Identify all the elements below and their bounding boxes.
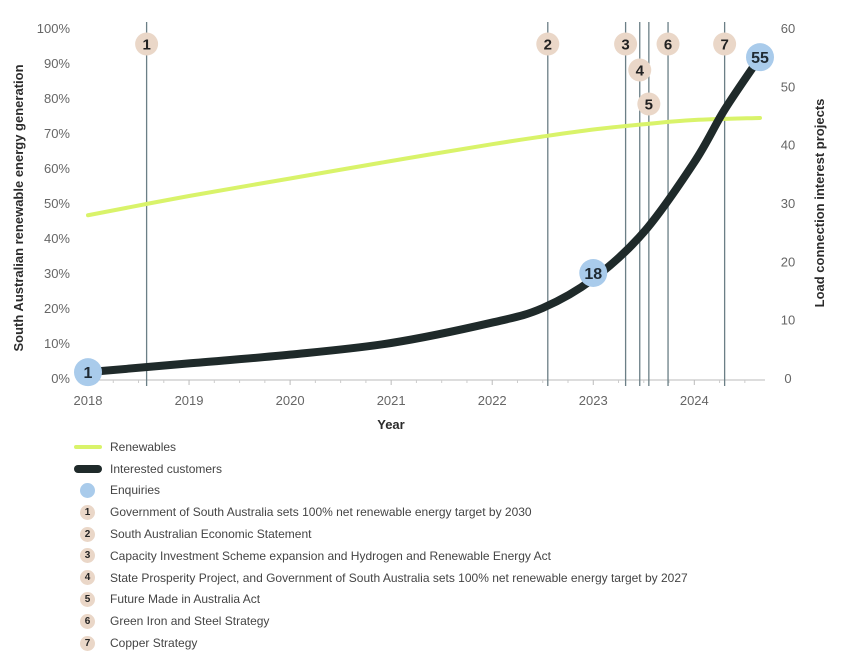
y-left-tick-label: 90% <box>44 56 70 71</box>
event-marker-label: 2 <box>544 37 552 54</box>
legend-event-text: Capacity Investment Scheme expansion and… <box>110 548 551 563</box>
markers: 1 2 345 6 7 1 18 55 <box>74 32 774 387</box>
legend-event-text: State Prosperity Project, and Government… <box>110 570 688 585</box>
event-marker-circle <box>614 32 638 56</box>
series-layer <box>84 53 764 377</box>
legend: Renewables Interested customers Enquirie… <box>74 436 814 654</box>
legend-event-number: 7 <box>80 635 95 651</box>
enquiries-swatch <box>80 482 95 498</box>
y-left-tick-label: 20% <box>44 301 70 316</box>
legend-item-event: 6 Green Iron and Steel Strategy <box>74 610 814 632</box>
event-marker-circle <box>637 92 661 116</box>
legend-event-text: Green Iron and Steel Strategy <box>110 614 270 629</box>
event-marker: 3 <box>614 32 638 56</box>
x-tick-label: 2021 <box>377 393 406 408</box>
series-line-renewables <box>86 115 762 218</box>
event-marker-label: 1 <box>142 37 150 54</box>
legend-events: 1 Government of South Australia sets 100%… <box>74 501 814 654</box>
event-marker: 7 <box>713 32 737 56</box>
x-tick-label: 2020 <box>276 393 305 408</box>
legend-item-customers: Interested customers <box>74 458 814 480</box>
legend-event-number: 5 <box>80 591 95 607</box>
y-left-tick-label: 30% <box>44 266 70 281</box>
legend-item-event: 7 Copper Strategy <box>74 632 814 654</box>
legend-event-text: South Australian Economic Statement <box>110 527 312 542</box>
legend-item-event: 4 State Prosperity Project, and Governmen… <box>74 567 814 589</box>
y-left-tick-label: 40% <box>44 231 70 246</box>
enquiry-marker: 55 <box>746 43 774 72</box>
customers-swatch <box>74 464 102 473</box>
enquiry-marker-circle <box>579 259 608 287</box>
event-marker-circle <box>135 32 159 56</box>
x-tick-label: 2022 <box>478 393 507 408</box>
legend-item-event: 5 Future Made in Australia Act <box>74 589 814 611</box>
legend-label: Interested customers <box>110 461 223 476</box>
y-axis-left-title: South Australian renewable energy genera… <box>11 64 26 351</box>
event-marker: 5 <box>637 92 661 116</box>
x-tick-label: 2024 <box>680 393 709 408</box>
legend-item-renewables: Renewables <box>74 436 814 458</box>
enquiry-marker-circle <box>74 358 102 387</box>
y-axis-right-title: Load connection interest projects <box>812 99 827 308</box>
enquiry-marker-circle <box>746 43 774 72</box>
enquiry-marker: 1 <box>74 358 102 387</box>
legend-item-event: 3 Capacity Investment Scheme expansion an… <box>74 545 814 567</box>
axes: 2018 2019 2020 2021 2022 2023 20240%10%20%30%4… <box>37 21 795 408</box>
event-marker-label: 7 <box>720 37 728 54</box>
y-left-tick-label: 60% <box>44 161 70 176</box>
legend-label: Enquiries <box>110 483 161 498</box>
event-marker-label: 5 <box>645 97 653 114</box>
legend-event-text: Copper Strategy <box>110 636 198 651</box>
event-marker-circle <box>656 32 680 56</box>
event-marker-label: 3 <box>621 37 629 54</box>
legend-item-event: 1 Government of South Australia sets 100%… <box>74 501 814 523</box>
y-left-tick-label: 10% <box>44 336 70 351</box>
legend-label: Renewables <box>110 439 177 454</box>
legend-event-number: 6 <box>80 613 95 629</box>
y-left-tick-label: 100% <box>37 21 71 36</box>
event-marker-label: 4 <box>636 63 645 80</box>
legend-event-text: Government of South Australia sets 100% … <box>110 505 532 520</box>
enquiry-marker-label: 18 <box>584 266 602 283</box>
legend-event-text: Future Made in Australia Act <box>110 592 261 607</box>
y-left-tick-label: 50% <box>44 196 70 211</box>
series-line-interested-customers <box>84 53 764 377</box>
x-tick-label: 2019 <box>175 393 204 408</box>
y-right-tick-label: 50 <box>781 79 795 94</box>
enquiry-marker-label: 1 <box>84 365 93 382</box>
enquiry-marker-label: 55 <box>751 50 769 67</box>
event-marker-label: 6 <box>664 37 672 54</box>
y-right-tick-label: 10 <box>781 313 795 328</box>
chart: 2018 2019 2020 2021 2022 2023 20240%10%20%30%4… <box>11 21 827 432</box>
y-left-tick-label: 80% <box>44 91 70 106</box>
y-right-tick-label: 20 <box>781 254 795 269</box>
legend-event-number: 1 <box>80 504 95 520</box>
event-marker: 4 <box>628 58 652 82</box>
legend-event-number: 2 <box>80 526 95 542</box>
legend-event-number: 4 <box>80 570 95 586</box>
legend-event-number: 3 <box>80 548 95 564</box>
y-right-tick-label: 30 <box>781 196 795 211</box>
x-tick-label: 2018 <box>74 393 103 408</box>
legend-item-enquiries: Enquiries <box>74 480 814 502</box>
event-marker: 1 <box>135 32 159 56</box>
x-tick-label: 2023 <box>579 393 608 408</box>
enquiry-marker: 18 <box>579 259 608 287</box>
y-right-tick-label: 40 <box>781 138 795 153</box>
event-marker-circle <box>536 32 560 56</box>
event-marker-circle <box>628 58 652 82</box>
y-right-tick-label: 0 <box>784 371 791 386</box>
event-marker: 2 <box>536 32 560 56</box>
y-left-tick-label: 70% <box>44 126 70 141</box>
y-left-tick-label: 0% <box>51 371 70 386</box>
legend-item-event: 2 South Australian Economic Statement <box>74 523 814 545</box>
renewables-swatch <box>74 444 102 449</box>
event-marker: 6 <box>656 32 680 56</box>
x-axis-title: Year <box>377 417 404 432</box>
y-right-tick-label: 60 <box>781 21 795 36</box>
event-marker-circle <box>713 32 737 56</box>
